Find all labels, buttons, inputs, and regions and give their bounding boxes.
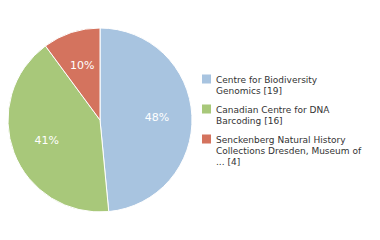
legend-swatch xyxy=(202,135,211,144)
legend-item: Centre for BiodiversityGenomics [19] xyxy=(202,75,318,96)
pie xyxy=(8,28,192,212)
pie-slice xyxy=(100,28,192,212)
legend-swatch xyxy=(202,75,211,84)
data-labels: 48% 41% 10% xyxy=(34,59,169,147)
legend-label: Canadian Centre for DNABarcoding [16] xyxy=(216,105,330,126)
legend: Centre for BiodiversityGenomics [19] Cana… xyxy=(202,75,362,167)
pie-slice xyxy=(8,46,109,212)
chart: 48% 41% 10% Centre for BiodiversityGenomics… xyxy=(0,0,380,240)
data-label: 48% xyxy=(145,111,169,124)
data-label: 41% xyxy=(34,134,58,147)
legend-item: Canadian Centre for DNABarcoding [16] xyxy=(202,105,330,126)
legend-label: Senckenberg Natural HistoryCollections D… xyxy=(216,135,362,167)
pie-slice xyxy=(45,28,100,120)
legend-swatch xyxy=(202,105,211,114)
data-label: 10% xyxy=(70,59,94,72)
legend-item: Senckenberg Natural HistoryCollections D… xyxy=(202,135,362,167)
legend-label: Centre for BiodiversityGenomics [19] xyxy=(216,75,318,96)
